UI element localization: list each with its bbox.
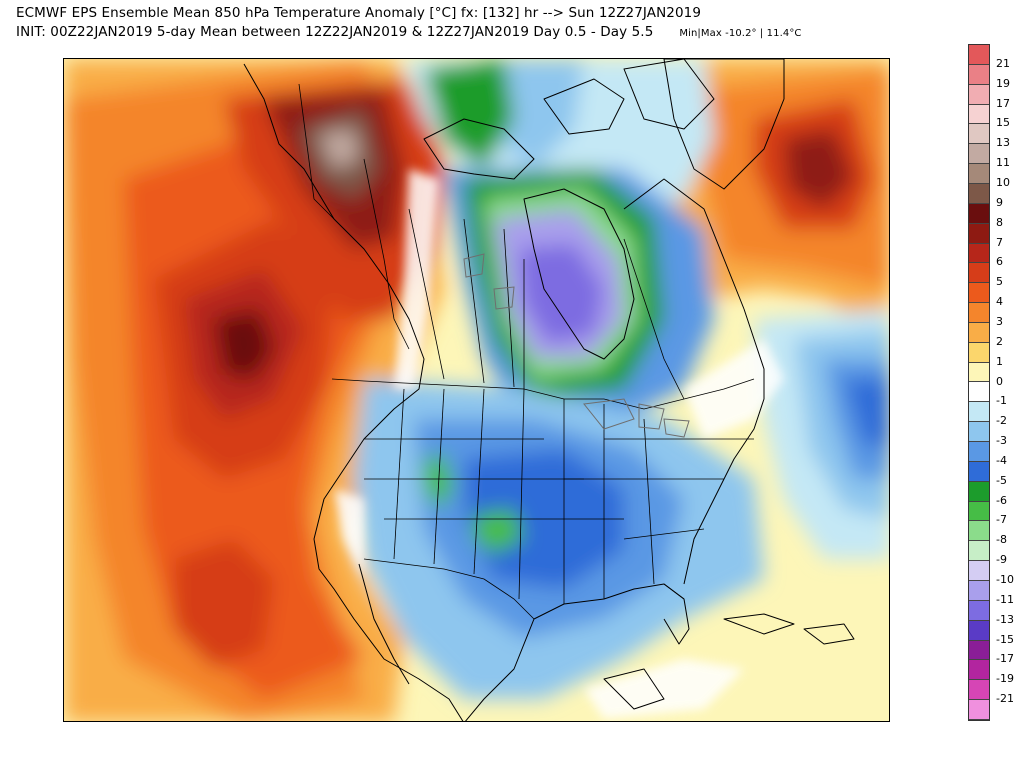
legend-swatch <box>969 442 989 462</box>
borders <box>298 83 755 620</box>
legend-swatch <box>969 700 989 720</box>
lakes <box>463 253 690 438</box>
legend-swatch <box>969 382 989 403</box>
legend-swatch <box>969 521 989 542</box>
legend-swatch <box>969 600 989 621</box>
legend-swatch <box>969 183 989 204</box>
legend-label: -19 <box>996 672 1014 686</box>
legend-label: 7 <box>996 235 1003 249</box>
legend-label: 2 <box>996 334 1003 348</box>
legend-label: -5 <box>996 473 1007 487</box>
legend-label: 15 <box>996 116 1010 130</box>
legend-swatch <box>969 263 989 284</box>
neutral-bands <box>334 169 784 719</box>
legend-label: -21 <box>996 692 1014 706</box>
legend-label: 21 <box>996 56 1010 70</box>
legend-swatch <box>969 581 989 601</box>
legend-label: 11 <box>996 156 1010 170</box>
legend-label: 3 <box>996 314 1003 328</box>
legend-label: -7 <box>996 513 1007 527</box>
legend-swatch <box>969 64 989 85</box>
legend-swatch <box>969 561 989 582</box>
title-line-2: INIT: 00Z22JAN2019 5-day Mean between 12… <box>16 24 802 40</box>
legend-label: -15 <box>996 632 1014 646</box>
legend-swatch <box>969 104 989 125</box>
legend-swatch <box>969 620 989 641</box>
legend-label: 1 <box>996 354 1003 368</box>
map-canvas <box>64 59 889 721</box>
legend-swatch <box>969 501 989 522</box>
legend-label: -2 <box>996 414 1007 428</box>
legend-swatch <box>969 203 989 224</box>
legend-label: 8 <box>996 215 1003 229</box>
legend-swatch <box>969 283 989 304</box>
legend-swatch <box>969 124 989 145</box>
legend-swatch <box>969 243 989 264</box>
legend-label: 9 <box>996 195 1003 209</box>
legend-swatch <box>969 362 989 383</box>
legend-swatch <box>969 223 989 244</box>
legend-label: 5 <box>996 275 1003 289</box>
legend-label: -4 <box>996 453 1007 467</box>
legend-label: 13 <box>996 136 1010 150</box>
legend-label: 6 <box>996 255 1003 269</box>
legend-swatch <box>969 303 989 323</box>
legend-label: -8 <box>996 533 1007 547</box>
legend-swatch <box>969 84 989 105</box>
legend-swatch <box>969 45 989 65</box>
legend-label: -9 <box>996 553 1007 567</box>
legend-swatch <box>969 660 989 681</box>
legend-label: 0 <box>996 374 1003 388</box>
legend-label: -13 <box>996 612 1014 626</box>
legend-label: -10 <box>996 573 1014 587</box>
anomaly-map <box>63 58 890 722</box>
legend-swatch <box>969 640 989 661</box>
legend-swatch <box>969 680 989 701</box>
legend-swatch <box>969 164 989 184</box>
coastlines <box>243 59 855 721</box>
legend-label: -17 <box>996 652 1014 666</box>
color-legend <box>968 44 990 721</box>
legend-label: -6 <box>996 493 1007 507</box>
legend-swatch <box>969 541 989 562</box>
legend-swatch <box>969 481 989 502</box>
legend-label: 4 <box>996 295 1003 309</box>
legend-swatch <box>969 422 989 443</box>
legend-swatch <box>969 144 989 165</box>
legend-label: 17 <box>996 96 1010 110</box>
legend-swatch <box>969 322 989 343</box>
legend-swatch <box>969 461 989 482</box>
legend-label: -3 <box>996 434 1007 448</box>
legend-label: 10 <box>996 175 1010 189</box>
legend-label: -11 <box>996 592 1014 606</box>
legend-swatch <box>969 402 989 423</box>
min-max-readout: Min|Max -10.2° | 11.4°C <box>679 28 802 39</box>
init-info: INIT: 00Z22JAN2019 5-day Mean between 12… <box>16 24 654 40</box>
legend-swatch <box>969 342 989 363</box>
title-line-1: ECMWF EPS Ensemble Mean 850 hPa Temperat… <box>16 5 702 21</box>
legend-label: 19 <box>996 76 1010 90</box>
legend-label: -1 <box>996 394 1007 408</box>
